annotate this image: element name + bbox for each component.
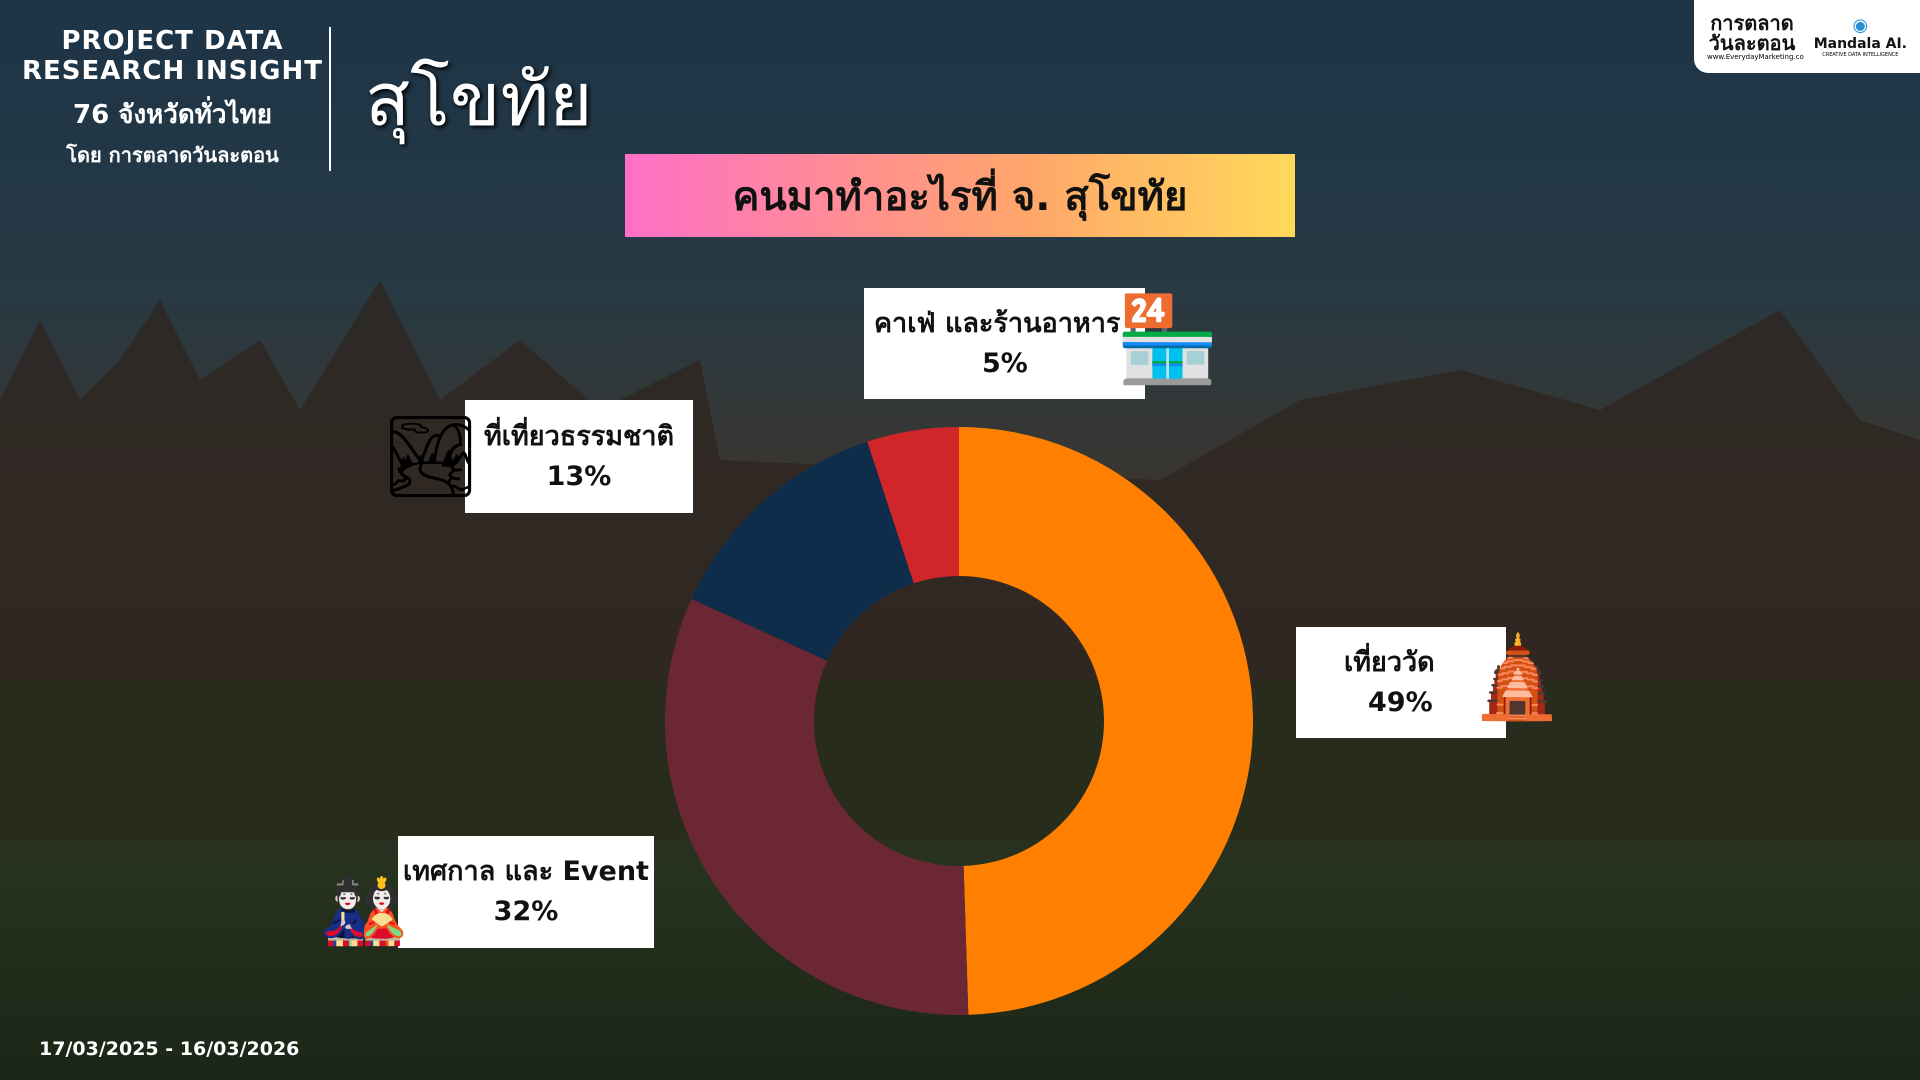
project-header: PROJECT DATA RESEARCH INSIGHT 76 จังหวัด…	[20, 26, 325, 171]
mountain-tree-icon: 🏞	[380, 410, 482, 503]
chart-title: คนมาทำอะไรที่ จ. สุโขทัย	[625, 154, 1295, 237]
cafe-icon: 🏪	[1115, 290, 1220, 388]
label-festival: เทศกาล และ Event 32%	[398, 836, 654, 948]
festival-icon: 🎎	[320, 870, 408, 952]
header-line1: PROJECT DATA	[61, 26, 284, 56]
data-label: 32%	[493, 896, 559, 927]
data-label: 5%	[982, 347, 1028, 379]
header-line4: โดย การตลาดวันละตอน	[66, 143, 279, 167]
label-temple: เที่ยววัด 49%	[1296, 627, 1506, 738]
category-label: เทศกาล และ Event	[403, 856, 649, 887]
data-label: 13%	[546, 460, 612, 492]
donut-slice-3	[867, 427, 959, 584]
logo-everyday-marketing: การตลาดวันละตอน www.EverydayMarketing.co	[1706, 10, 1804, 61]
header-line2: RESEARCH INSIGHT	[22, 56, 323, 86]
temple-icon: 🛕	[1468, 630, 1568, 723]
header-line3: 76 จังหวัดทั่วไทย	[73, 100, 272, 130]
province-title: สุโขทัย	[365, 57, 593, 143]
label-cafe: คาเฟ่ และร้านอาหาร 5%	[864, 288, 1145, 399]
donut-slice-0	[959, 427, 1253, 1015]
divider	[329, 27, 331, 171]
data-label: 49%	[1368, 686, 1433, 718]
donut-slice-2	[691, 441, 914, 661]
logo-bar: การตลาดวันละตอน www.EverydayMarketing.co …	[1694, 0, 1920, 73]
logo-mandala: ◉ Mandala AI. CREATIVE DATA INTELLIGENCE	[1813, 15, 1907, 58]
label-nature: ที่เที่ยวธรรมชาติ 13%	[465, 400, 693, 513]
date-range: 17/03/2025 - 16/03/2026	[39, 1038, 300, 1060]
category-label: คาเฟ่ และร้านอาหาร	[874, 307, 1121, 339]
category-label: เที่ยววัด	[1344, 646, 1435, 678]
category-label: ที่เที่ยวธรรมชาติ	[483, 420, 675, 452]
donut-slice-1	[665, 598, 969, 1015]
